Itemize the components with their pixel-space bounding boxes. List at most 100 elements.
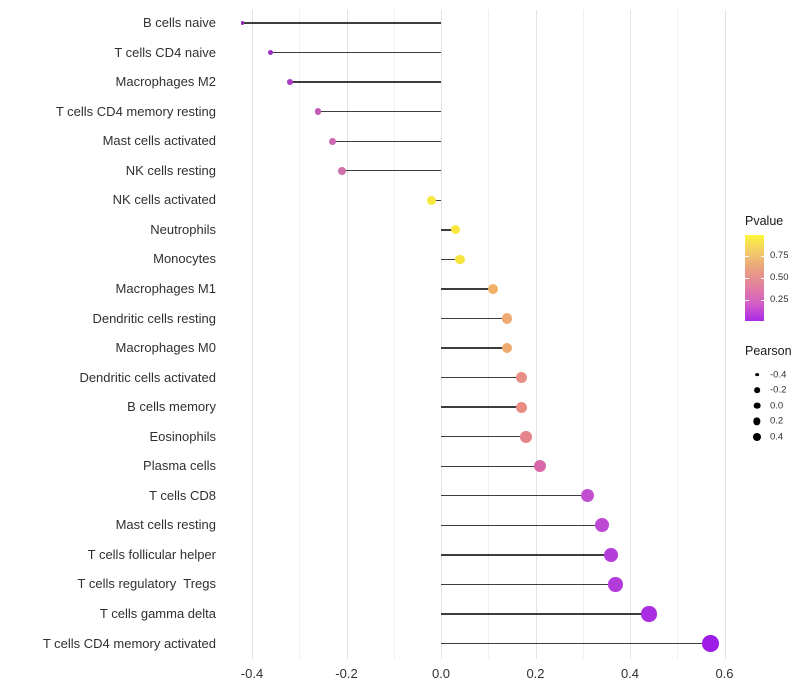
category-label: B cells naive	[143, 15, 216, 30]
category-label: NK cells resting	[125, 162, 216, 178]
gridline-minor	[488, 10, 490, 659]
pearson-legend-label: 0.4	[770, 431, 784, 443]
gridline-major	[441, 10, 442, 659]
colorbar-tick-label: 0.75	[770, 250, 789, 261]
x-tick-label: 0.6	[715, 666, 734, 681]
lollipop-stem	[441, 583, 616, 586]
lollipop-dot	[603, 547, 619, 563]
lollipop-dot	[286, 79, 293, 85]
category-label: T cells regulatory Tregs	[77, 576, 216, 592]
pvalue-colorbar-gradient	[745, 235, 764, 321]
lollipop-dot	[450, 225, 460, 235]
lollipop-stem	[441, 288, 493, 290]
gridline-minor	[393, 10, 395, 659]
category-label: Plasma cells	[143, 458, 216, 474]
x-tick-label: 0.0	[431, 666, 451, 681]
lollipop-dot	[701, 635, 719, 652]
pearson-legend-item: -0.2	[745, 383, 800, 399]
category-label: NK cells activated	[112, 192, 216, 208]
lollipop-stem	[441, 406, 522, 408]
lollipop-stem	[318, 110, 441, 113]
category-label: T cells CD4 naive	[114, 44, 216, 60]
gridline-minor	[582, 10, 584, 659]
pearson-legend-item: 0.4	[745, 429, 800, 445]
lollipop-dot	[455, 254, 465, 265]
pearson-legend-dot	[754, 387, 760, 394]
gridline-major	[630, 10, 631, 659]
x-tick-label: 0.2	[526, 666, 545, 681]
lollipop-stem	[341, 170, 441, 172]
colorbar-tick-label: 0.50	[770, 272, 789, 283]
lollipop-dot	[515, 371, 527, 384]
category-label: Macrophages M0	[115, 340, 216, 356]
colorbar-tick-mark	[760, 278, 764, 279]
category-label: T cells CD4 memory resting	[55, 103, 216, 119]
lollipop-stem	[441, 495, 588, 497]
category-label: Neutrophils	[150, 221, 216, 237]
lollipop-dot	[515, 401, 527, 413]
gridline-major	[252, 10, 253, 659]
lollipop-stem	[441, 524, 602, 527]
colorbar-tick-mark	[760, 300, 764, 301]
lollipop-dot	[487, 283, 499, 295]
lollipop-dot	[240, 21, 245, 25]
lollipop-stem	[441, 554, 612, 556]
pearson-legend-item: 0.0	[745, 398, 800, 414]
pearson-legend-label: 0.0	[770, 400, 784, 412]
category-label: Dendritic cells activated	[79, 369, 216, 385]
x-tick-label: -0.4	[240, 666, 264, 681]
lollipop-stem	[441, 642, 711, 645]
lollipop-dot	[337, 166, 346, 175]
gridline-minor	[677, 10, 679, 659]
pearson-legend-title: Pearson	[745, 344, 792, 358]
category-label: Macrophages M1	[115, 280, 216, 296]
lollipop-dot	[594, 518, 609, 533]
category-label: T cells gamma delta	[99, 606, 216, 621]
lollipop-stem	[332, 140, 441, 142]
pearson-legend-label: 0.2	[770, 415, 784, 427]
colorbar-tick-mark	[745, 300, 749, 301]
category-label: Dendritic cells resting	[92, 310, 216, 326]
pearson-legend-dot	[753, 432, 761, 441]
lollipop-stem	[441, 465, 541, 467]
category-label: T cells CD4 memory activated	[42, 635, 216, 651]
lollipop-stem	[431, 199, 441, 201]
lollipop-dot	[328, 137, 336, 145]
pearson-legend-dot	[753, 402, 761, 410]
lollipop-stem	[441, 613, 649, 615]
colorbar-tick-mark	[745, 256, 749, 257]
lollipop-stem	[441, 376, 522, 379]
category-label: Eosinophils	[149, 428, 217, 444]
pearson-size-legend: Pearson -0.4 -0.2 0.0 0.2 0.4	[745, 344, 800, 445]
category-label: Mast cells resting	[115, 517, 216, 533]
gridline-major	[724, 10, 726, 659]
lollipop-dot	[501, 313, 513, 324]
category-label: B cells memory	[127, 399, 216, 415]
lollipop-stem	[441, 229, 456, 231]
pearson-legend-dot	[755, 372, 759, 377]
pvalue-legend-title: Pvalue	[745, 214, 784, 228]
category-label: Monocytes	[153, 251, 216, 267]
colorbar-tick-label: 0.25	[770, 294, 789, 305]
lollipop-stem	[270, 51, 441, 54]
lollipop-dot	[501, 342, 513, 354]
gridline-major	[346, 10, 348, 659]
pearson-legend-item: -0.4	[745, 367, 800, 383]
lollipop-dot	[608, 577, 624, 592]
lollipop-dot	[534, 460, 547, 473]
lollipop-dot	[641, 606, 657, 622]
pearson-legend-items: -0.4 -0.2 0.0 0.2 0.4	[745, 367, 800, 445]
colorbar-tick-mark	[760, 256, 764, 257]
category-label: Macrophages M2	[115, 74, 216, 90]
lollipop-stem	[242, 22, 441, 24]
colorbar-tick-mark	[745, 278, 749, 279]
x-tick-label: 0.4	[620, 666, 640, 681]
category-label: Mast cells activated	[102, 133, 216, 149]
x-tick-label: -0.2	[335, 666, 358, 681]
lollipop-stem	[441, 258, 460, 261]
category-label: T cells CD8	[149, 487, 216, 503]
lollipop-dot	[580, 489, 595, 503]
pearson-legend-item: 0.2	[745, 414, 800, 430]
lollipop-dot	[427, 195, 437, 205]
gridline-minor	[299, 10, 301, 659]
